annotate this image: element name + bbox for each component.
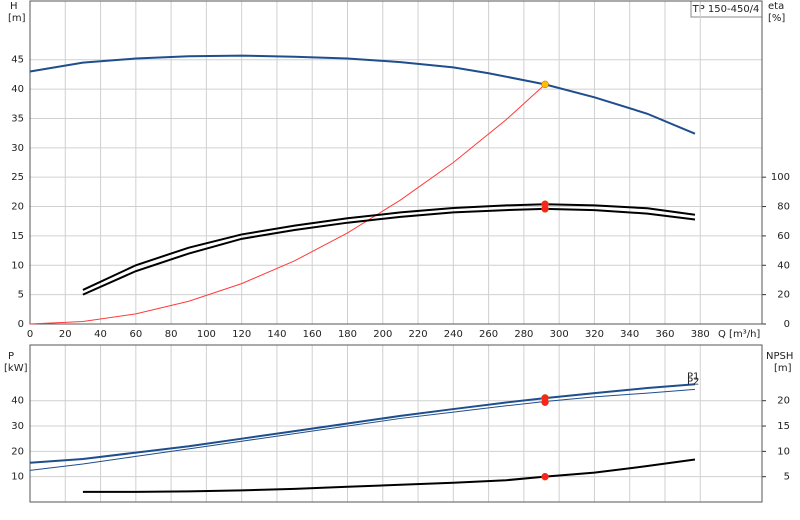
y2-tick-label: 10: [777, 446, 790, 457]
chart-title: TP 150-450/4: [692, 4, 760, 15]
y-tick-label: 20: [11, 446, 24, 457]
x-tick-label: 20: [59, 329, 72, 340]
data-line: [29, 388, 696, 471]
x-tick-label: 280: [514, 329, 533, 340]
data-line: [82, 203, 696, 291]
x-tick-label: 220: [409, 329, 428, 340]
x-tick-label: 140: [267, 329, 286, 340]
duty-point: [541, 398, 549, 406]
y-axis-unit: [kW]: [4, 363, 28, 374]
data-line: [29, 54, 696, 135]
y-tick-label: 40: [11, 396, 24, 407]
y2-tick-label: 100: [771, 172, 790, 183]
y2-tick-label: 40: [777, 260, 790, 271]
y2-axis-unit: [%]: [768, 13, 785, 24]
y2-tick-label: 60: [777, 231, 790, 242]
data-line: [29, 383, 696, 464]
y2-tick-label: 5: [784, 472, 790, 483]
x-tick-label: 0: [27, 329, 33, 340]
y-tick-label: 25: [11, 172, 24, 183]
y2-tick-label: 15: [777, 421, 790, 432]
y-tick-label: 10: [11, 260, 24, 271]
y2-axis-title: eta: [768, 1, 784, 12]
y2-tick-label: 80: [777, 202, 790, 213]
x-tick-label: 300: [550, 329, 569, 340]
x-tick-label: 320: [585, 329, 604, 340]
y-tick-label: 15: [11, 231, 24, 242]
y-tick-label: 35: [11, 113, 24, 124]
series-label: P1: [687, 371, 699, 382]
y2-axis-unit: [m]: [774, 363, 792, 374]
plot-frame: [29, 0, 763, 325]
x-tick-label: 80: [165, 329, 178, 340]
y-tick-label: 5: [18, 290, 24, 301]
x-tick-label: 340: [620, 329, 639, 340]
duty-point: [541, 80, 549, 89]
y-tick-label: 10: [11, 472, 24, 483]
x-tick-label: 60: [129, 329, 142, 340]
duty-point: [541, 205, 549, 213]
data-line: [82, 207, 696, 296]
y-tick-label: 40: [11, 84, 24, 95]
duty-point: [541, 472, 549, 481]
x-tick-label: 240: [444, 329, 463, 340]
x-tick-label: 100: [197, 329, 216, 340]
x-tick-label: 180: [338, 329, 357, 340]
x-tick-label: 120: [232, 329, 251, 340]
y-tick-label: 30: [11, 143, 24, 154]
y-tick-label: 30: [11, 421, 24, 432]
data-line: [82, 458, 696, 493]
x-tick-label: 40: [94, 329, 107, 340]
y-axis-title: H: [10, 1, 18, 12]
x-tick-label: 260: [479, 329, 498, 340]
y2-tick-label: 0: [784, 319, 790, 330]
y2-axis-title: NPSH: [766, 351, 793, 362]
x-tick-label: 380: [691, 329, 710, 340]
y2-tick-label: 20: [777, 290, 790, 301]
data-line: [29, 84, 546, 325]
x-tick-label: 160: [303, 329, 322, 340]
series-label: P2: [687, 376, 699, 387]
plot-frame: [29, 344, 763, 503]
x-axis-title: Q [m³/h]: [718, 329, 760, 340]
x-tick-label: 200: [373, 329, 392, 340]
y-tick-label: 0: [18, 319, 24, 330]
y-axis-unit: [m]: [8, 13, 26, 24]
y2-tick-label: 20: [777, 396, 790, 407]
x-tick-label: 360: [655, 329, 674, 340]
y-axis-title: P: [8, 351, 14, 362]
y-tick-label: 45: [11, 55, 24, 66]
y-tick-label: 20: [11, 202, 24, 213]
